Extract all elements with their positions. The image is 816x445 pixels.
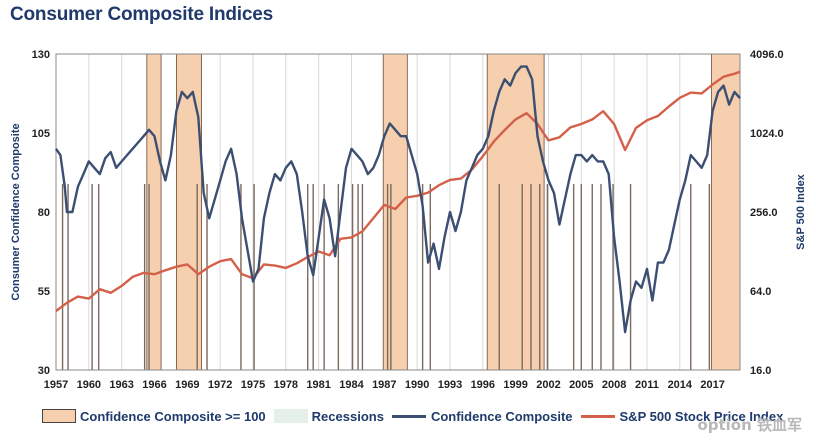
x-tick-label: 1975 — [241, 379, 265, 391]
x-tick-label: 1984 — [339, 379, 364, 391]
y-axis-label: Consumer Confidence Composite — [10, 123, 22, 300]
legend: Confidence Composite >= 100 Recessions C… — [42, 406, 791, 426]
y-tick-label: 55 — [38, 286, 50, 298]
y-tick-label: 80 — [38, 207, 50, 219]
legend-swatch-sp500 — [580, 414, 615, 418]
y2-tick-label: 1024.0 — [750, 128, 784, 140]
x-tick-label: 1999 — [503, 379, 527, 391]
x-tick-label: 1981 — [306, 379, 330, 391]
y-tick-label: 105 — [32, 128, 50, 140]
plot-border — [55, 53, 741, 371]
legend-label-recessions: Recessions — [311, 408, 384, 424]
x-tick-label: 2017 — [700, 379, 724, 391]
x-tick-label: 1990 — [405, 379, 429, 391]
legend-swatch-recessions — [273, 409, 308, 423]
legend-label-confidence-composite: Confidence Composite — [430, 408, 573, 424]
x-tick-label: 1957 — [44, 379, 68, 391]
x-tick-label: 1978 — [274, 379, 298, 391]
x-tick-label: 1969 — [175, 379, 199, 391]
x-tick-label: 1996 — [471, 379, 495, 391]
y2-tick-label: 4096.0 — [750, 49, 784, 61]
y-tick-label: 30 — [38, 365, 50, 377]
series-line-sp500 — [55, 70, 741, 313]
x-tick-label: 2005 — [569, 379, 593, 391]
legend-label-confidence-ge-100: Confidence Composite >= 100 — [80, 408, 266, 424]
x-tick-label: 1960 — [77, 379, 101, 391]
watermark: option 铁血军 — [697, 416, 802, 434]
y2-axis-label: S&P 500 Index — [795, 173, 807, 249]
x-tick-label: 2002 — [536, 379, 560, 391]
legend-swatch-confidence-composite — [391, 414, 426, 418]
chart-title: Consumer Composite Indices — [10, 4, 273, 25]
x-tick-label: 2008 — [602, 379, 626, 391]
x-tick-label: 2011 — [635, 379, 659, 391]
x-tick-label: 1963 — [109, 379, 133, 391]
legend-item-sp500: S&P 500 Stock Price Index — [580, 408, 784, 424]
confidence-ge-100-band — [382, 53, 408, 371]
x-tick-label: 1972 — [208, 379, 232, 391]
x-tick-label: 2014 — [668, 379, 693, 391]
series-line-confidence-composite — [55, 65, 741, 334]
legend-item-confidence-ge-100: Confidence Composite >= 100 — [42, 409, 266, 424]
legend-label-sp500: S&P 500 Stock Price Index — [619, 408, 784, 424]
y-tick-label: 130 — [32, 49, 50, 61]
y2-tick-label: 64.0 — [750, 286, 771, 298]
y2-tick-label: 16.0 — [750, 365, 771, 377]
x-tick-label: 1966 — [142, 379, 166, 391]
x-tick-label: 1987 — [372, 379, 396, 391]
x-tick-label: 1993 — [438, 379, 462, 391]
legend-swatch-confidence-ge-100 — [42, 409, 76, 423]
legend-item-confidence-composite: Confidence Composite — [391, 408, 573, 424]
y2-tick-label: 256.0 — [750, 207, 778, 219]
legend-item-recessions: Recessions — [273, 408, 384, 424]
